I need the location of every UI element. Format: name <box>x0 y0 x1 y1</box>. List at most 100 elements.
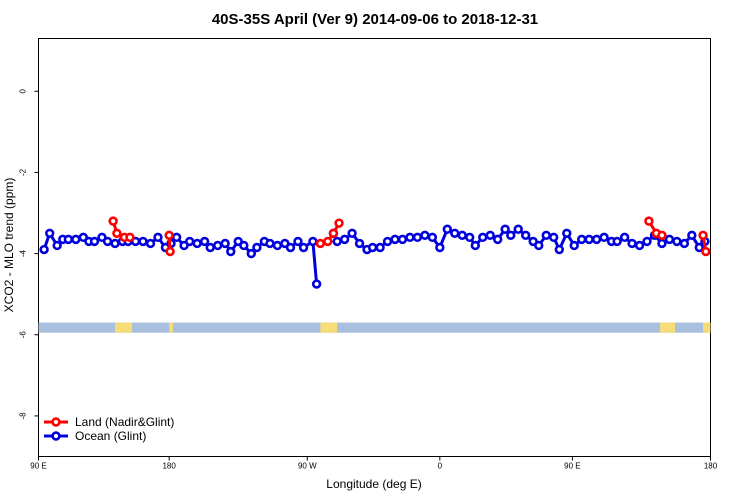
data-point <box>576 234 587 245</box>
series-layer <box>39 216 711 289</box>
data-point <box>390 234 400 245</box>
data-point <box>226 246 236 257</box>
data-point <box>315 238 326 249</box>
land-patch <box>169 322 173 333</box>
y-tick-label: -6 <box>19 331 28 339</box>
data-point <box>435 242 445 253</box>
data-point <box>44 228 55 238</box>
data-point <box>293 236 303 247</box>
land-patch <box>660 322 676 333</box>
data-point <box>334 218 344 228</box>
data-point <box>112 228 122 238</box>
data-point <box>500 224 510 234</box>
data-point <box>347 228 357 238</box>
plot-frame <box>38 38 711 457</box>
data-point <box>612 236 622 247</box>
legend-marker <box>51 431 61 441</box>
land-ocean-band <box>38 322 711 333</box>
x-tick-label: 90 W <box>298 462 317 471</box>
data-point <box>110 238 120 249</box>
data-point <box>171 232 182 243</box>
data-point <box>584 234 594 245</box>
data-point <box>420 230 430 241</box>
data-point <box>138 236 148 247</box>
x-tick-label: 90 E <box>30 462 46 471</box>
data-point <box>199 236 210 247</box>
data-point <box>354 238 365 249</box>
data-point <box>367 242 378 253</box>
x-tick-label: 180 <box>704 462 718 471</box>
data-point <box>554 244 564 255</box>
data-point <box>205 242 215 253</box>
data-point <box>405 232 415 243</box>
data-point <box>534 240 544 251</box>
y-tick-label: -4 <box>19 249 28 257</box>
data-point <box>252 242 262 253</box>
data-point <box>165 246 175 257</box>
data-point <box>694 242 704 253</box>
data-point <box>634 240 645 251</box>
data-point <box>39 244 49 255</box>
data-point <box>328 228 339 238</box>
y-tick-label: 0 <box>19 88 28 93</box>
axes: 90 E 180 90 W 0 90 E 180 0 -2 -4 -6 -8 <box>19 88 718 470</box>
data-point <box>513 224 523 234</box>
data-point <box>562 228 572 238</box>
y-axis-label: XCO2 - MLO trend (ppm) <box>2 178 16 313</box>
data-point <box>192 238 202 249</box>
data-point <box>698 230 708 241</box>
data-point <box>323 236 333 247</box>
data-point <box>164 230 174 241</box>
data-point <box>375 242 385 253</box>
data-point <box>619 232 630 243</box>
data-point <box>642 236 652 247</box>
data-point <box>657 230 667 241</box>
data-point <box>627 238 637 249</box>
data-point <box>52 240 62 251</box>
data-point <box>332 236 342 247</box>
data-point <box>397 234 408 245</box>
data-point <box>213 240 223 251</box>
legend-marker <box>51 417 61 427</box>
data-point <box>687 230 697 241</box>
x-tick-label: 90 E <box>564 462 580 471</box>
data-point <box>427 232 438 243</box>
data-point <box>457 230 467 241</box>
data-point <box>272 240 283 251</box>
data-point <box>412 232 423 243</box>
data-point <box>506 230 516 241</box>
data-point <box>108 216 118 226</box>
legend: Land (Nadir&Glint)Ocean (Glint) <box>44 415 174 443</box>
data-point <box>89 236 100 247</box>
data-point <box>679 238 690 249</box>
data-point <box>285 242 296 253</box>
x-tick-label: 0 <box>438 462 443 471</box>
x-axis-label: Longitude (deg E) <box>326 477 421 491</box>
data-point <box>185 236 195 247</box>
data-point <box>153 232 163 243</box>
data-point <box>220 238 230 249</box>
data-point <box>71 234 81 245</box>
data-point <box>485 230 495 241</box>
data-point <box>145 238 156 249</box>
land-patch <box>320 322 338 333</box>
data-point <box>493 234 503 245</box>
data-point <box>701 246 711 257</box>
data-point <box>591 234 602 245</box>
data-point <box>339 234 350 245</box>
data-point <box>450 228 460 238</box>
data-point <box>657 238 667 249</box>
data-point <box>125 232 135 243</box>
data-point <box>382 236 393 247</box>
data-point <box>246 248 257 259</box>
data-point <box>298 242 309 253</box>
y-tick-label: -8 <box>19 412 28 420</box>
data-point <box>672 236 682 247</box>
chart-title: 40S-35S April (Ver 9) 2014-09-06 to 2018… <box>212 11 538 28</box>
series-ocean <box>39 224 710 289</box>
legend-label: Ocean (Glint) <box>75 429 146 443</box>
data-point <box>548 232 559 243</box>
data-point <box>664 234 675 245</box>
data-point <box>465 232 475 243</box>
